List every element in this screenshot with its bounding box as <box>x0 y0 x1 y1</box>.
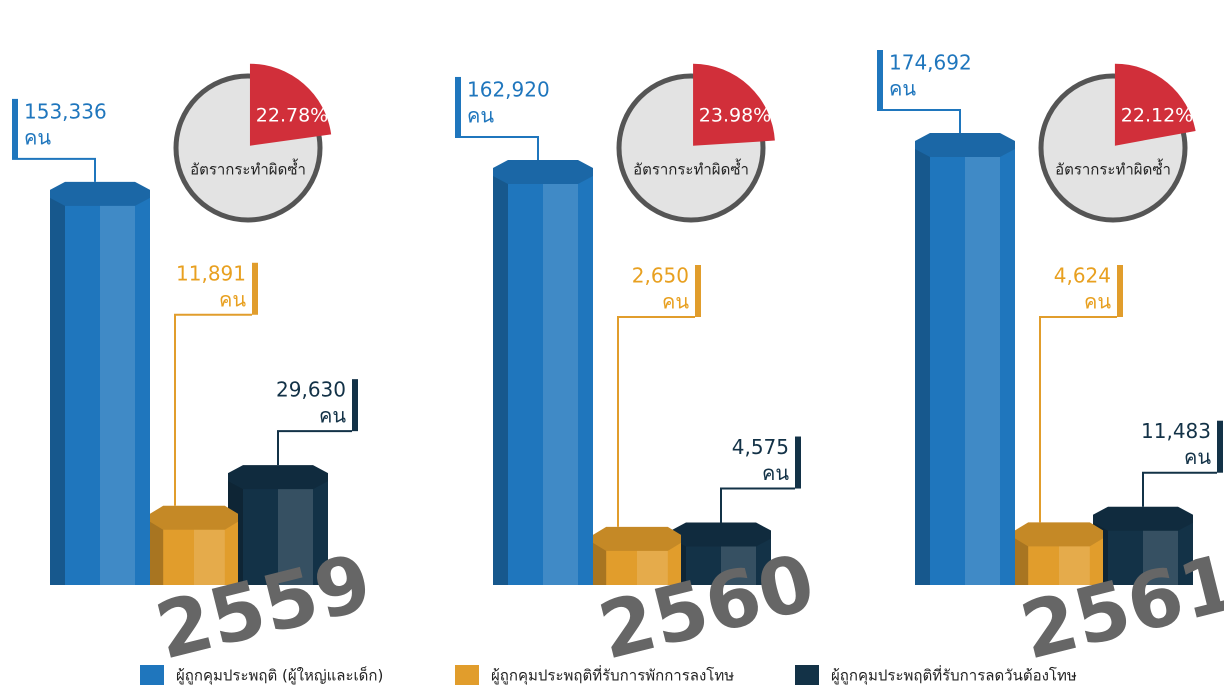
legend-swatch <box>140 665 164 685</box>
pie-slice <box>1114 63 1196 146</box>
value-label: 29,630 <box>276 378 346 402</box>
callout-line <box>1142 471 1217 507</box>
column-cap <box>50 181 150 206</box>
column-cap <box>915 133 1015 157</box>
unit-label: คน <box>662 290 689 314</box>
legend-label: ผู้ถูกคุมประพฤติ (ผู้ใหญ่และเด็ก) <box>176 666 383 686</box>
callout-bar <box>1217 420 1223 473</box>
unit-label: คน <box>1084 290 1111 314</box>
column-cap-shade <box>493 159 593 184</box>
column-body <box>493 171 593 585</box>
column-body <box>50 193 150 585</box>
column-shade <box>593 538 607 585</box>
legend-label: ผู้ถูกคุมประพฤติที่รับการพักการลงโทษ <box>491 665 734 686</box>
column-shine <box>543 171 578 585</box>
pie-slice <box>249 63 332 146</box>
pie-title: อัตรากระทำผิดซ้ำ <box>1055 159 1171 179</box>
callout-line <box>617 316 695 527</box>
callout-bar <box>695 265 701 317</box>
value-label: 4,575 <box>732 435 789 459</box>
column-shade <box>915 145 930 585</box>
unit-label: คน <box>889 77 916 101</box>
pie-title: อัตรากระทำผิดซ้ำ <box>633 159 749 179</box>
callout-line <box>877 109 961 133</box>
unit-label: คน <box>219 287 246 311</box>
column-shade <box>1015 534 1029 585</box>
legend-label: ผู้ถูกคุมประพฤติที่รับการลดวันต้องโทษ <box>831 665 1077 686</box>
column-shade <box>50 193 65 585</box>
callout-line <box>277 430 352 466</box>
unit-label: คน <box>467 103 494 127</box>
column-cap <box>671 522 771 547</box>
value-label: 162,920 <box>467 77 550 101</box>
pie-title: อัตรากระทำผิดซ้ำ <box>190 159 306 179</box>
callout-line <box>720 487 795 523</box>
column-shade <box>493 171 508 585</box>
column-body <box>915 145 1015 585</box>
callout-bar <box>252 262 258 315</box>
column-cap <box>1015 522 1103 547</box>
value-label: 174,692 <box>889 51 972 75</box>
column-cap <box>493 159 593 184</box>
callout-bar <box>455 76 461 137</box>
column-shine <box>965 145 1000 585</box>
column-cap <box>593 526 681 551</box>
column-body <box>228 477 328 585</box>
column-cap-shade <box>671 522 771 547</box>
column-shine <box>100 193 135 585</box>
callout-bar <box>795 436 801 489</box>
column-cap-shade <box>1093 506 1193 531</box>
column-cap-shade <box>50 181 150 206</box>
column-cap-shade <box>150 505 238 530</box>
legend-swatch <box>455 665 479 685</box>
column-cap <box>228 465 328 490</box>
column-cap-shade <box>228 465 328 490</box>
callout-bar <box>877 50 883 110</box>
value-label: 4,624 <box>1054 264 1111 288</box>
callout-bar <box>12 98 18 159</box>
value-label: 153,336 <box>24 99 107 123</box>
legend-swatch <box>795 665 819 685</box>
column-shine <box>278 477 313 585</box>
column-shade <box>150 517 164 585</box>
pie-value-label: 23.98% <box>699 105 771 127</box>
callout-line <box>455 135 539 160</box>
value-label: 2,650 <box>632 264 689 288</box>
unit-label: คน <box>1184 445 1211 469</box>
pie-slice <box>693 63 775 146</box>
callout-bar <box>1117 265 1123 317</box>
unit-label: คน <box>762 461 789 485</box>
pie-value-label: 22.12% <box>1121 105 1193 127</box>
value-label: 11,483 <box>1141 419 1211 443</box>
column-cap-shade <box>1015 522 1103 547</box>
column-cap-shade <box>915 133 1015 157</box>
column-cap-shade <box>593 526 681 551</box>
pie-value-label: 22.78% <box>256 105 328 127</box>
value-label: 11,891 <box>176 261 246 285</box>
callout-line <box>1039 316 1117 523</box>
callout-bar <box>352 379 358 432</box>
callout-line <box>174 313 252 506</box>
column-cap <box>1093 506 1193 531</box>
column-cap <box>150 505 238 530</box>
unit-label: คน <box>24 125 51 149</box>
callout-line <box>12 157 96 182</box>
unit-label: คน <box>319 404 346 428</box>
